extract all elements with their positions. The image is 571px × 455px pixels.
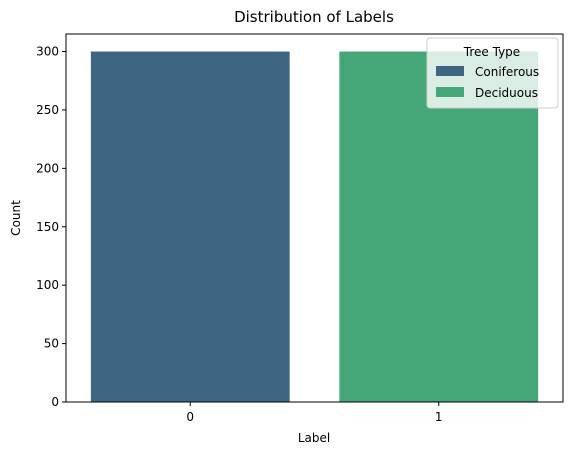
bars-group [90, 51, 539, 403]
y-tick-label: 150 [36, 220, 59, 234]
legend-label-coniferous: Coniferous [475, 65, 539, 79]
chart-title: Distribution of Labels [234, 8, 394, 26]
y-tick-label: 0 [51, 395, 59, 409]
y-tick-label: 200 [36, 161, 59, 175]
x-axis-label: Label [298, 431, 330, 445]
y-tick-label: 250 [36, 103, 59, 117]
y-tick-label: 300 [36, 45, 59, 59]
legend-title: Tree Type [463, 45, 520, 59]
y-tick-label: 50 [44, 337, 59, 351]
legend-label-deciduous: Deciduous [475, 86, 538, 100]
plot-frame [65, 33, 564, 403]
bar-1 [339, 51, 539, 403]
legend-swatch-deciduous [436, 87, 464, 97]
x-tick-label: 0 [186, 410, 194, 424]
bar-0 [90, 51, 290, 403]
y-tick-label: 100 [36, 278, 59, 292]
y-axis-label: Count [9, 200, 23, 236]
legend-swatch-coniferous [436, 66, 464, 76]
legend: Tree Type Coniferous Deciduous [426, 37, 559, 109]
y-axis-ticks: 0 50 100 150 200 250 300 [36, 45, 66, 409]
x-tick-label: 1 [435, 410, 443, 424]
